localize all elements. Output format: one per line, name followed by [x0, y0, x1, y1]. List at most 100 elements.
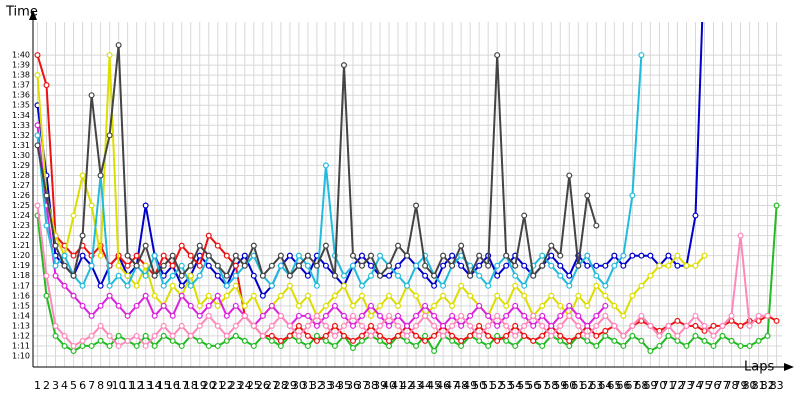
- point: [250, 342, 257, 349]
- point: [61, 342, 68, 349]
- point: [61, 332, 68, 339]
- point: [124, 337, 131, 344]
- point: [377, 322, 384, 329]
- point: [241, 262, 248, 269]
- point: [647, 347, 654, 354]
- point: [241, 337, 248, 344]
- x-tick-label: 28: [274, 379, 288, 392]
- y-tick-label: 1:25: [12, 201, 30, 210]
- point: [115, 272, 122, 279]
- point: [377, 337, 384, 344]
- point: [737, 232, 744, 239]
- point: [503, 302, 510, 309]
- point: [142, 332, 149, 339]
- point: [485, 312, 492, 319]
- point: [169, 262, 176, 269]
- series-line: [36, 205, 768, 348]
- point: [683, 262, 690, 269]
- x-tick-label: 52: [490, 379, 504, 392]
- point: [503, 312, 510, 319]
- y-tick-label: 1:22: [12, 231, 30, 240]
- point: [151, 332, 158, 339]
- point: [331, 322, 338, 329]
- point: [367, 272, 374, 279]
- point: [304, 252, 311, 259]
- point: [386, 322, 393, 329]
- point: [503, 332, 510, 339]
- point: [61, 252, 68, 259]
- point: [539, 322, 546, 329]
- x-tick-label: 25: [247, 379, 261, 392]
- point: [494, 332, 501, 339]
- point: [512, 322, 519, 329]
- point: [340, 332, 347, 339]
- point: [413, 202, 420, 209]
- y-tick-label: 1:36: [12, 91, 30, 100]
- point: [196, 272, 203, 279]
- point: [521, 292, 528, 299]
- x-tick-label: 17: [175, 379, 189, 392]
- point: [295, 252, 302, 259]
- point: [304, 312, 311, 319]
- point: [521, 212, 528, 219]
- plot-area: [34, 22, 780, 354]
- x-tick-label: 12: [130, 379, 144, 392]
- point: [106, 332, 113, 339]
- point: [205, 262, 212, 269]
- x-tick-label: 83: [770, 379, 784, 392]
- point: [106, 52, 113, 59]
- grid: [33, 22, 782, 367]
- y-tick-label: 1:14: [12, 311, 30, 320]
- point: [43, 292, 50, 299]
- x-tick-label: 44: [418, 379, 432, 392]
- point: [395, 272, 402, 279]
- point: [196, 242, 203, 249]
- point: [647, 272, 654, 279]
- point: [503, 252, 510, 259]
- point: [773, 317, 780, 324]
- point: [593, 262, 600, 269]
- point: [458, 337, 465, 344]
- point: [151, 272, 158, 279]
- point: [539, 262, 546, 269]
- point: [196, 337, 203, 344]
- point: [232, 302, 239, 309]
- x-tick-label: 62: [580, 379, 594, 392]
- x-tick-label: 14: [148, 379, 162, 392]
- point: [115, 332, 122, 339]
- point: [593, 272, 600, 279]
- point: [187, 302, 194, 309]
- point: [178, 282, 185, 289]
- point: [656, 332, 663, 339]
- point: [584, 322, 591, 329]
- point: [476, 262, 483, 269]
- point: [485, 282, 492, 289]
- point: [160, 262, 167, 269]
- point: [205, 292, 212, 299]
- point: [295, 337, 302, 344]
- point: [313, 322, 320, 329]
- point: [521, 322, 528, 329]
- point: [187, 252, 194, 259]
- point: [512, 342, 519, 349]
- point: [304, 272, 311, 279]
- point: [557, 337, 564, 344]
- point: [250, 272, 257, 279]
- point: [97, 337, 104, 344]
- point: [322, 322, 329, 329]
- x-tick-label: 39: [373, 379, 387, 392]
- point: [277, 312, 284, 319]
- point: [512, 262, 519, 269]
- x-tick-label: 9: [106, 379, 113, 392]
- x-tick-label: 79: [734, 379, 748, 392]
- point: [467, 332, 474, 339]
- y-tick-label: 1:15: [12, 301, 30, 310]
- point: [629, 292, 636, 299]
- point: [214, 242, 221, 249]
- point: [97, 252, 104, 259]
- point: [611, 252, 618, 259]
- x-tick-label: 15: [157, 379, 171, 392]
- x-tick-label: 23: [229, 379, 243, 392]
- point: [331, 342, 338, 349]
- y-tick-label: 1:33: [12, 121, 30, 130]
